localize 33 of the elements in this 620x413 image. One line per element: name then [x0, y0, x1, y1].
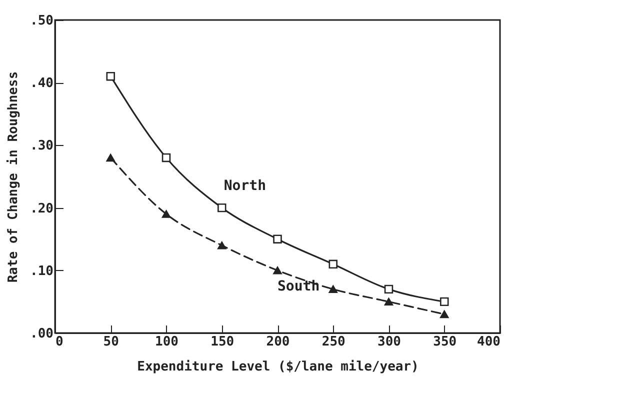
point [218, 242, 226, 250]
x-tick-label: 250 [322, 334, 346, 350]
series-label: South [278, 278, 320, 294]
x-tick-label: 350 [433, 334, 457, 350]
y-tick-label: .00 [30, 326, 54, 342]
x-tick-label: 100 [155, 334, 179, 350]
x-tick-label: 50 [103, 334, 120, 350]
x-tick-label: 300 [378, 334, 402, 350]
point [162, 153, 171, 162]
point [273, 266, 282, 274]
y-tick-label: .40 [30, 76, 54, 92]
point [162, 210, 171, 218]
x-tick-label: 0 [56, 334, 64, 350]
x-tick-label: 150 [210, 334, 234, 350]
point [106, 72, 115, 81]
y-axis-title: Rate of Change in Roughness [6, 71, 22, 283]
x-axis-title: Expenditure Level ($/lane mile/year) [137, 360, 419, 374]
point [328, 285, 338, 294]
point [440, 310, 449, 318]
point [440, 297, 449, 306]
y-tick-label: .20 [30, 201, 54, 216]
point [106, 154, 115, 162]
point [384, 298, 394, 306]
point [273, 234, 282, 244]
x-tick-label: 400 [477, 334, 501, 350]
point [218, 203, 226, 212]
y-tick-label: .10 [30, 264, 54, 279]
x-tick-label: 200 [266, 334, 290, 350]
y-tick-label: .50 [30, 14, 54, 28]
y-tick-label: .30 [30, 138, 54, 154]
series-label: North [224, 178, 266, 194]
point [384, 284, 394, 294]
point [328, 260, 338, 268]
